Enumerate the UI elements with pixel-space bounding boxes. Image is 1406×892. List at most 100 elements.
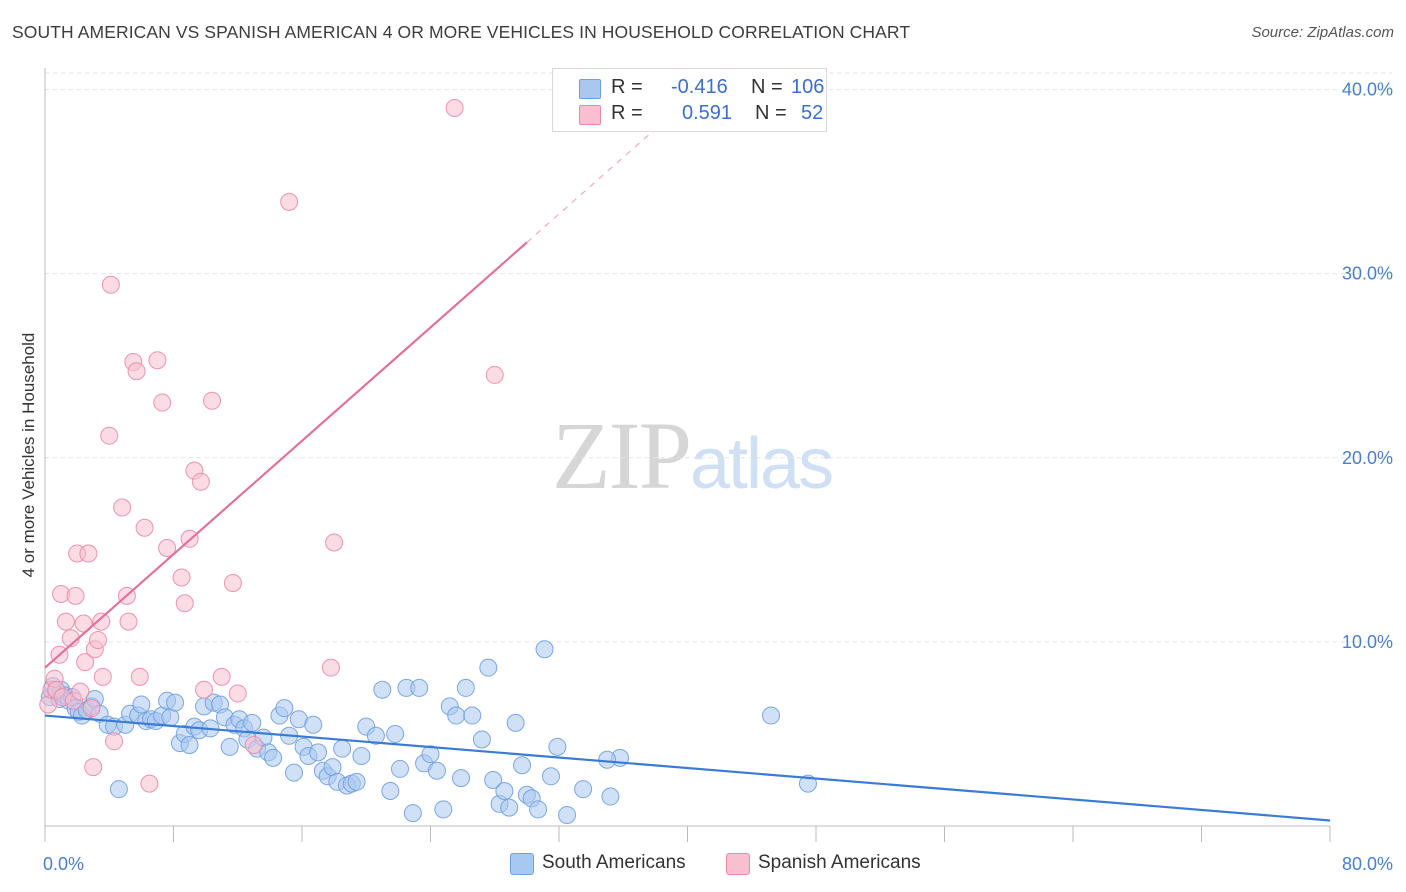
- south-americans-point: [484, 770, 503, 789]
- south-americans-point: [548, 737, 567, 756]
- spanish-americans-point: [100, 426, 119, 445]
- south-americans-point: [309, 743, 328, 762]
- spanish-americans-point: [280, 192, 299, 211]
- south-americans-point: [479, 658, 498, 677]
- south-americans-point: [243, 713, 262, 732]
- south-americans-point: [798, 774, 817, 793]
- legend-r-label: R =: [611, 76, 643, 98]
- legend-r-value: -0.416: [671, 76, 728, 98]
- y-tick-label: 20.0%: [1342, 448, 1393, 468]
- south-americans-point: [558, 805, 577, 824]
- south-americans-point: [601, 787, 620, 806]
- south-americans-point: [352, 747, 371, 766]
- south-americans-point: [386, 724, 405, 743]
- x-tick-label: 0.0%: [43, 854, 84, 874]
- spanish-americans-point: [135, 518, 154, 537]
- chart-title: SOUTH AMERICAN VS SPANISH AMERICAN 4 OR …: [12, 22, 911, 42]
- south-americans-point: [513, 756, 532, 775]
- south-americans-point: [598, 750, 617, 769]
- x-tick-label: 80.0%: [1342, 854, 1393, 874]
- legend-r-value: 0.591: [682, 102, 733, 124]
- stats-legend: R = -0.416 N = 106 R = 0.591 N = 52: [552, 68, 827, 132]
- spanish-americans-point: [203, 391, 222, 410]
- trend-lines: [44, 100, 1331, 822]
- spanish-americans-point: [56, 612, 75, 631]
- legend-swatch-spanish: [579, 105, 601, 125]
- spanish-americans-point: [113, 498, 132, 517]
- south-americans-point: [495, 782, 514, 801]
- spanish-americans-point: [105, 732, 124, 751]
- spanish-americans-point: [71, 682, 90, 701]
- south-americans-point: [347, 772, 366, 791]
- x-tick-labels: 0.0% 80.0%: [43, 854, 1393, 874]
- south-americans-point: [447, 706, 466, 725]
- watermark-atlas: atlas: [690, 424, 834, 504]
- y-tick-label: 40.0%: [1342, 80, 1393, 100]
- south-americans-point: [381, 782, 400, 801]
- spanish-americans-point: [140, 774, 159, 793]
- south-americans-point: [132, 695, 151, 714]
- legend-swatch-spanish: [726, 853, 750, 875]
- y-axis-title: 4 or more Vehicles in Household: [19, 333, 38, 578]
- south-americans-point: [452, 769, 471, 788]
- south-americans-point: [456, 678, 475, 697]
- spanish-americans-point: [79, 544, 98, 563]
- source-label: Source: ZipAtlas.com: [1251, 24, 1394, 41]
- south-americans-point: [427, 761, 446, 780]
- south-americans-point: [472, 730, 491, 749]
- south-americans-point: [403, 804, 422, 823]
- spanish-americans-point: [89, 631, 108, 650]
- south-americans-point: [366, 726, 385, 745]
- south-americans-point: [463, 706, 482, 725]
- spanish-americans-point: [158, 538, 177, 557]
- legend-n-value: 106: [791, 76, 825, 98]
- spanish-americans-point: [93, 667, 112, 686]
- spanish-americans-point: [195, 680, 214, 699]
- legend-n-value: 52: [801, 102, 824, 124]
- legend-swatch-south: [579, 79, 601, 99]
- y-tick-labels: 10.0% 20.0% 30.0% 40.0%: [1342, 80, 1393, 652]
- spanish-americans-points: [39, 98, 504, 793]
- south-americans-trend-line: [44, 714, 1331, 822]
- grid-lines: [45, 72, 1392, 643]
- spanish-americans-point: [321, 658, 340, 677]
- spanish-americans-point: [244, 735, 263, 754]
- south-americans-point: [500, 798, 519, 817]
- south-americans-point: [421, 745, 440, 764]
- south-americans-point: [304, 715, 323, 734]
- south-americans-point: [390, 759, 409, 778]
- south-americans-point: [529, 800, 548, 819]
- south-americans-point: [220, 737, 239, 756]
- spanish-americans-point: [148, 351, 167, 370]
- south-americans-point: [180, 735, 199, 754]
- south-americans-point: [574, 780, 593, 799]
- spanish-americans-point: [66, 586, 85, 605]
- legend-n-label: N =: [751, 76, 783, 98]
- legend-r-label: R =: [611, 102, 643, 124]
- south-americans-point: [109, 780, 128, 799]
- legend-label-spanish: Spanish Americans: [758, 852, 921, 873]
- south-americans-point: [410, 678, 429, 697]
- south-americans-point: [762, 706, 781, 725]
- spanish-americans-point: [119, 612, 138, 631]
- spanish-americans-point: [130, 667, 149, 686]
- south-americans-points: [40, 640, 817, 824]
- spanish-americans-point: [485, 365, 504, 384]
- south-americans-point: [506, 713, 525, 732]
- spanish-americans-point: [191, 472, 210, 491]
- spanish-americans-point: [92, 612, 111, 631]
- spanish-americans-point: [175, 594, 194, 613]
- spanish-americans-point: [325, 533, 344, 552]
- spanish-americans-point: [445, 98, 464, 117]
- south-americans-point: [373, 680, 392, 699]
- spanish-americans-point: [212, 667, 231, 686]
- spanish-americans-point: [228, 684, 247, 703]
- legend-swatch-south: [510, 853, 534, 875]
- south-americans-point: [541, 767, 560, 786]
- y-tick-label: 30.0%: [1342, 264, 1393, 284]
- spanish-americans-point: [172, 568, 191, 587]
- south-americans-point: [434, 800, 453, 819]
- spanish-americans-point: [101, 275, 120, 294]
- spanish-americans-point: [223, 573, 242, 592]
